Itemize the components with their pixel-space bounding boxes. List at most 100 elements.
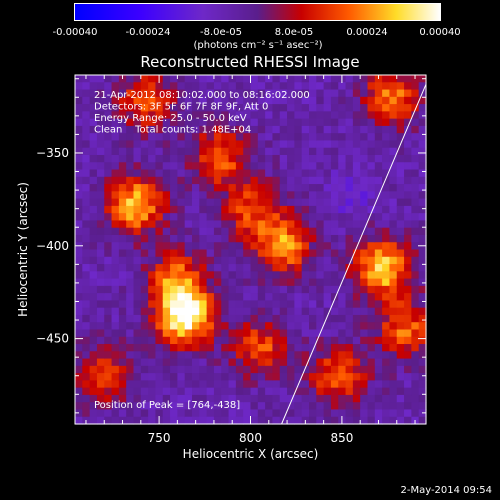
heatmap-cell [75, 307, 83, 316]
heatmap-cell [228, 329, 237, 338]
heatmap-cell [330, 373, 339, 381]
heatmap-cell [272, 198, 281, 207]
heatmap-cell [155, 380, 164, 389]
heatmap-cell [89, 191, 98, 200]
heatmap-cell [418, 329, 427, 338]
heatmap-cell [89, 104, 98, 112]
heatmap-cell [111, 402, 120, 411]
heatmap-cell [316, 278, 325, 287]
heatmap-cell [75, 96, 83, 105]
heatmap-cell [396, 184, 405, 192]
heatmap-cell [265, 256, 274, 265]
heatmap-cell [192, 322, 200, 331]
heatmap-cell [411, 322, 420, 331]
heatmap-cell [404, 329, 412, 338]
heatmap-cell [133, 336, 142, 345]
heatmap-cell [301, 278, 310, 287]
heatmap-cell [367, 365, 376, 374]
heatmap-cell [221, 89, 230, 98]
heatmap-cell [265, 220, 274, 229]
heatmap-cell [301, 344, 310, 352]
heatmap-cell [170, 162, 178, 171]
heatmap-cell [82, 227, 91, 236]
heatmap-cell [126, 387, 135, 396]
heatmap-cell [309, 104, 317, 112]
heatmap-cell [170, 249, 178, 258]
heatmap-cell [133, 314, 142, 323]
heatmap-cell [323, 387, 332, 396]
heatmap-cell [148, 358, 157, 367]
heatmap-cell [133, 358, 142, 367]
heatmap-cell [301, 329, 310, 338]
heatmap-cell [221, 205, 230, 214]
heatmap-cell [250, 220, 259, 229]
heatmap-cell [374, 111, 383, 120]
heatmap-cell [294, 387, 303, 396]
heatmap-cell [206, 402, 215, 411]
heatmap-cell [367, 140, 376, 149]
heatmap-cell [396, 358, 405, 367]
heatmap-cell [228, 96, 237, 105]
heatmap-cell [133, 234, 142, 243]
heatmap-cell [206, 358, 215, 367]
heatmap-cell [345, 227, 354, 236]
heatmap-cell [301, 314, 310, 323]
heatmap-cell [374, 118, 383, 127]
heatmap-cell [257, 162, 266, 171]
heatmap-cell [213, 205, 222, 214]
heatmap-cell [309, 358, 317, 367]
heatmap-cell [352, 409, 361, 418]
heatmap-cell [235, 104, 244, 112]
heatmap-cell [301, 336, 310, 345]
peak-position-label: Position of Peak = [764,-438] [94, 400, 240, 411]
heatmap-cell [404, 344, 412, 352]
heatmap-cell [170, 344, 178, 352]
heatmap-cell [228, 220, 237, 229]
heatmap-cell [382, 380, 391, 389]
heatmap-cell [199, 416, 208, 425]
heatmap-cell [404, 264, 412, 272]
heatmap-cell [126, 154, 135, 163]
heatmap-cell [316, 344, 325, 352]
heatmap-cell [279, 104, 288, 112]
heatmap-cell [140, 147, 149, 156]
x-tick-label: 750 [148, 431, 171, 445]
heatmap-cell [89, 111, 98, 120]
heatmap-cell [192, 264, 200, 272]
heatmap-cell [272, 227, 281, 236]
heatmap-cell [382, 373, 391, 381]
heatmap-cell [323, 351, 332, 360]
heatmap-cell [279, 162, 288, 171]
heatmap-cell [140, 111, 149, 120]
heatmap-cell [221, 329, 230, 338]
heatmap-cell [404, 256, 412, 265]
heatmap-cell [389, 154, 398, 163]
heatmap-cell [148, 162, 157, 171]
heatmap-cell [126, 322, 135, 331]
heatmap-cell [96, 402, 105, 411]
heatmap-cell [177, 256, 186, 265]
heatmap-cell [228, 205, 237, 214]
heatmap-cell [235, 351, 244, 360]
heatmap-cell [323, 191, 332, 200]
heatmap-cell [287, 82, 295, 91]
heatmap-cell [396, 213, 405, 222]
heatmap-cell [199, 96, 208, 105]
heatmap-cell [265, 176, 274, 185]
heatmap-cell [213, 365, 222, 374]
heatmap-cell [382, 176, 391, 185]
heatmap-cell [148, 416, 157, 425]
heatmap-cell [338, 89, 347, 98]
heatmap-cell [111, 336, 120, 345]
heatmap-cell [360, 162, 369, 171]
heatmap-cell [104, 394, 113, 403]
heatmap-cell [294, 125, 303, 134]
heatmap-cell [301, 89, 310, 98]
heatmap-cell [162, 285, 171, 294]
heatmap-cell [82, 293, 91, 301]
heatmap-cell [184, 125, 193, 134]
heatmap-cell [228, 293, 237, 301]
heatmap-cell [345, 322, 354, 331]
heatmap-cell [265, 96, 274, 105]
heatmap-cell [323, 96, 332, 105]
